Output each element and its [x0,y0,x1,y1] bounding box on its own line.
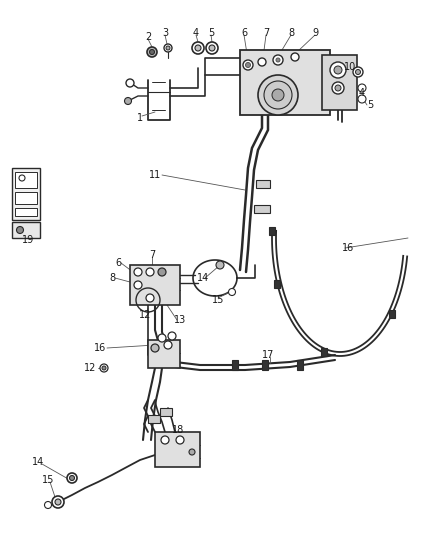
Bar [269,227,275,235]
Text: 12: 12 [84,363,96,373]
Circle shape [17,227,24,233]
Circle shape [161,436,169,444]
Circle shape [126,79,134,87]
Circle shape [166,46,170,50]
Circle shape [195,45,201,51]
Text: 7: 7 [263,28,269,38]
Text: 5: 5 [367,100,373,110]
Text: 4: 4 [359,88,365,98]
Text: 15: 15 [42,475,54,485]
Circle shape [100,364,108,372]
Bar [130,265,180,305]
Circle shape [206,42,218,54]
Circle shape [158,334,166,342]
Circle shape [146,294,154,302]
Circle shape [335,85,341,91]
Circle shape [164,44,172,52]
Text: 17: 17 [262,350,274,360]
Circle shape [102,366,106,370]
Bar [12,222,40,238]
Text: 5: 5 [208,28,214,38]
Circle shape [216,261,224,269]
Circle shape [70,475,74,481]
Bar [322,55,357,110]
Circle shape [209,45,215,51]
Text: 11: 11 [149,170,161,180]
Text: 2: 2 [145,32,151,42]
Circle shape [134,281,142,289]
Text: 3: 3 [162,28,168,38]
Bar [274,280,280,288]
Circle shape [291,53,299,61]
Text: 13: 13 [174,315,186,325]
Bar [262,360,268,370]
Text: 12: 12 [139,310,151,320]
Text: 4: 4 [193,28,199,38]
Text: 6: 6 [115,258,121,268]
Circle shape [353,67,363,77]
Circle shape [192,42,204,54]
Circle shape [273,55,283,65]
Text: 16: 16 [342,243,354,253]
Circle shape [276,58,280,62]
Bar [297,360,303,370]
Circle shape [168,332,176,340]
Bar [254,205,270,213]
Bar [15,172,37,188]
Text: 1: 1 [137,113,143,123]
Circle shape [330,62,346,78]
Bar [160,408,172,416]
Text: 9: 9 [312,28,318,38]
Bar [148,340,180,368]
Circle shape [134,268,142,276]
Text: 19: 19 [22,235,34,245]
Text: 18: 18 [172,425,184,435]
Circle shape [246,62,251,68]
Text: 6: 6 [241,28,247,38]
Circle shape [258,75,298,115]
Text: 7: 7 [149,250,155,260]
Circle shape [158,268,166,276]
Text: 8: 8 [288,28,294,38]
Circle shape [124,98,131,104]
Circle shape [52,496,64,508]
Text: 8: 8 [109,273,115,283]
Bar [15,192,37,204]
Text: 14: 14 [197,273,209,283]
Circle shape [243,60,253,70]
Circle shape [19,175,25,181]
Bar [12,168,40,220]
Circle shape [332,82,344,94]
Circle shape [272,89,284,101]
Circle shape [164,341,172,349]
Circle shape [358,84,366,92]
Bar [15,208,37,216]
Circle shape [264,81,292,109]
Circle shape [358,95,366,103]
Circle shape [334,66,342,74]
Bar [155,432,200,467]
Circle shape [258,58,266,66]
Text: 14: 14 [32,457,44,467]
Bar [256,180,270,188]
Circle shape [151,344,159,352]
Circle shape [55,499,61,505]
Bar [240,50,330,115]
Circle shape [176,436,184,444]
Circle shape [67,473,77,483]
Circle shape [45,502,52,508]
Bar [232,360,238,370]
Circle shape [356,69,360,75]
Circle shape [149,50,155,54]
Bar [389,310,395,318]
Bar [148,415,160,423]
Bar [321,349,326,357]
Circle shape [229,288,236,295]
Circle shape [147,47,157,57]
Text: 16: 16 [94,343,106,353]
Circle shape [146,268,154,276]
Circle shape [189,449,195,455]
Text: 15: 15 [212,295,224,305]
Text: 10: 10 [344,62,356,72]
